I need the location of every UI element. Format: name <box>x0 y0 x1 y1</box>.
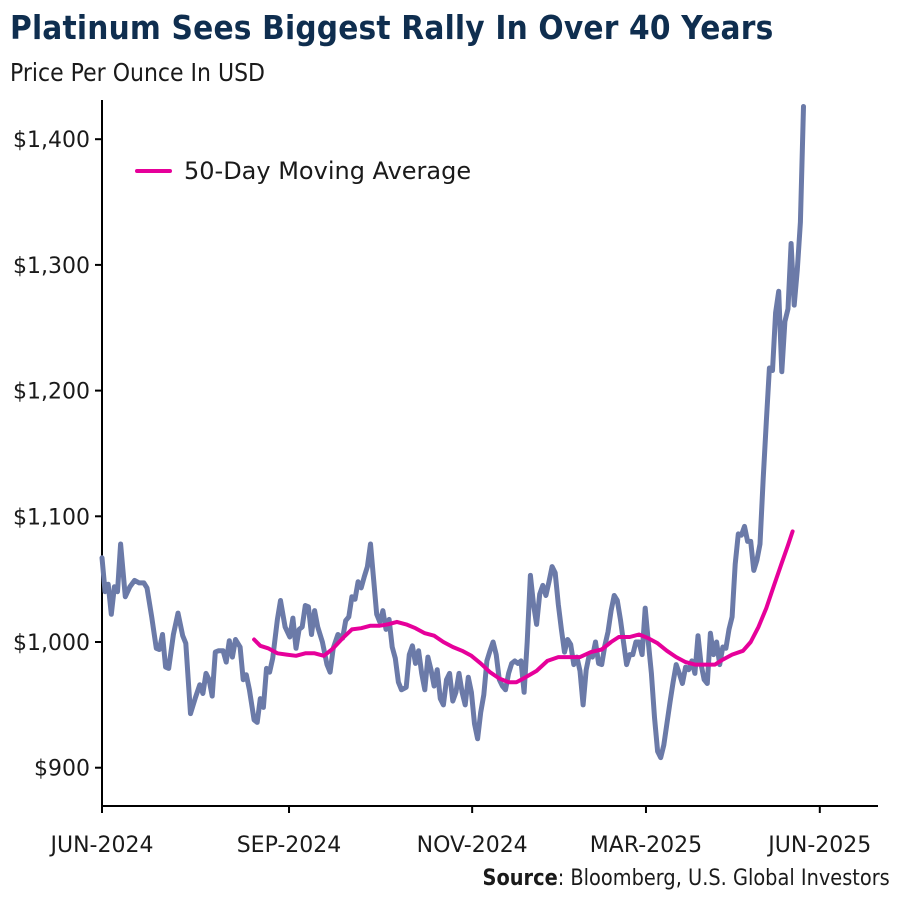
series-line-price <box>99 104 806 761</box>
x-tick-label: MAR-2025 <box>590 833 702 858</box>
series-group <box>99 104 806 761</box>
y-tick-label: $1,300 <box>13 254 90 279</box>
y-tick-label: $1,000 <box>13 631 90 656</box>
x-tick-label: JUN-2024 <box>49 833 154 858</box>
source-text: : Bloomberg, U.S. Global Investors <box>557 866 890 891</box>
series-line-ma50 <box>252 529 795 685</box>
source-note: Source: Bloomberg, U.S. Global Investors <box>483 866 890 891</box>
legend-label-ma50: 50-Day Moving Average <box>184 157 471 185</box>
x-tick-label: JUN-2025 <box>766 833 871 858</box>
chart-subtitle: Price Per Ounce In USD <box>10 58 265 87</box>
x-tick-label: SEP-2024 <box>237 833 342 858</box>
y-tick-label: $1,100 <box>13 505 90 530</box>
legend: 50-Day Moving Average <box>135 157 471 185</box>
x-tick-label: NOV-2024 <box>417 833 528 858</box>
x-axis-ticks: JUN-2024 SEP-2024 NOV-2024 MAR-2025 JUN-2025 <box>49 806 871 858</box>
chart-title: Platinum Sees Biggest Rally In Over 40 Y… <box>10 8 774 47</box>
y-axis-ticks: $900 $1,000 $1,100 $1,200 $1,300 $1,400 <box>13 128 102 782</box>
axes <box>101 100 878 807</box>
y-tick-label: $1,400 <box>13 128 90 153</box>
y-tick-label: $900 <box>34 757 90 782</box>
source-label: Source <box>482 866 558 891</box>
y-tick-label: $1,200 <box>13 380 90 405</box>
